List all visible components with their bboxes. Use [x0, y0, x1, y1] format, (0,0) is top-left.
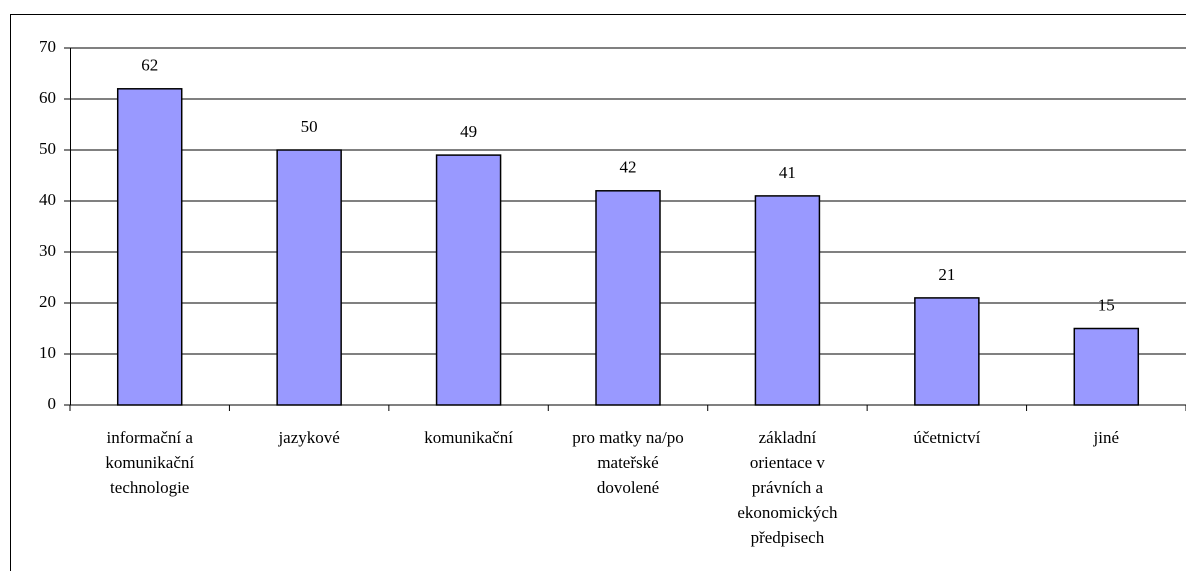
- value-label: 21: [938, 265, 955, 284]
- y-tick-label: 10: [39, 343, 56, 362]
- bar: [595, 190, 661, 406]
- y-tick-label: 0: [48, 394, 57, 413]
- bar: [914, 297, 980, 406]
- y-tick-label: 30: [39, 241, 56, 260]
- x-tick-label: pro matky na/po mateřské dovolené: [572, 428, 683, 497]
- value-label: 42: [620, 158, 637, 177]
- bar: [1073, 327, 1140, 406]
- x-tick-label: jiné: [1093, 428, 1120, 447]
- y-tick-label: 70: [39, 37, 56, 56]
- x-tick-label: informační a komunikační technologie: [105, 428, 194, 497]
- value-label: 15: [1098, 295, 1115, 314]
- y-tick-label: 60: [39, 88, 56, 107]
- y-tick-label: 50: [39, 139, 56, 158]
- x-tick-label: komunikační: [424, 428, 513, 447]
- bar: [435, 154, 502, 406]
- bar: [754, 195, 821, 406]
- value-label: 62: [141, 56, 158, 75]
- y-tick-label: 40: [39, 190, 56, 209]
- value-label: 50: [301, 117, 318, 136]
- bar: [116, 88, 183, 406]
- bar: [276, 149, 342, 406]
- x-tick-label: účetnictví: [913, 428, 980, 447]
- y-tick-label: 20: [39, 292, 56, 311]
- x-tick-label: základní orientace v právních a ekonomickýc…: [737, 428, 838, 547]
- value-label: 49: [460, 122, 477, 141]
- x-tick-label: jazykové: [277, 428, 339, 447]
- value-label: 41: [779, 163, 796, 182]
